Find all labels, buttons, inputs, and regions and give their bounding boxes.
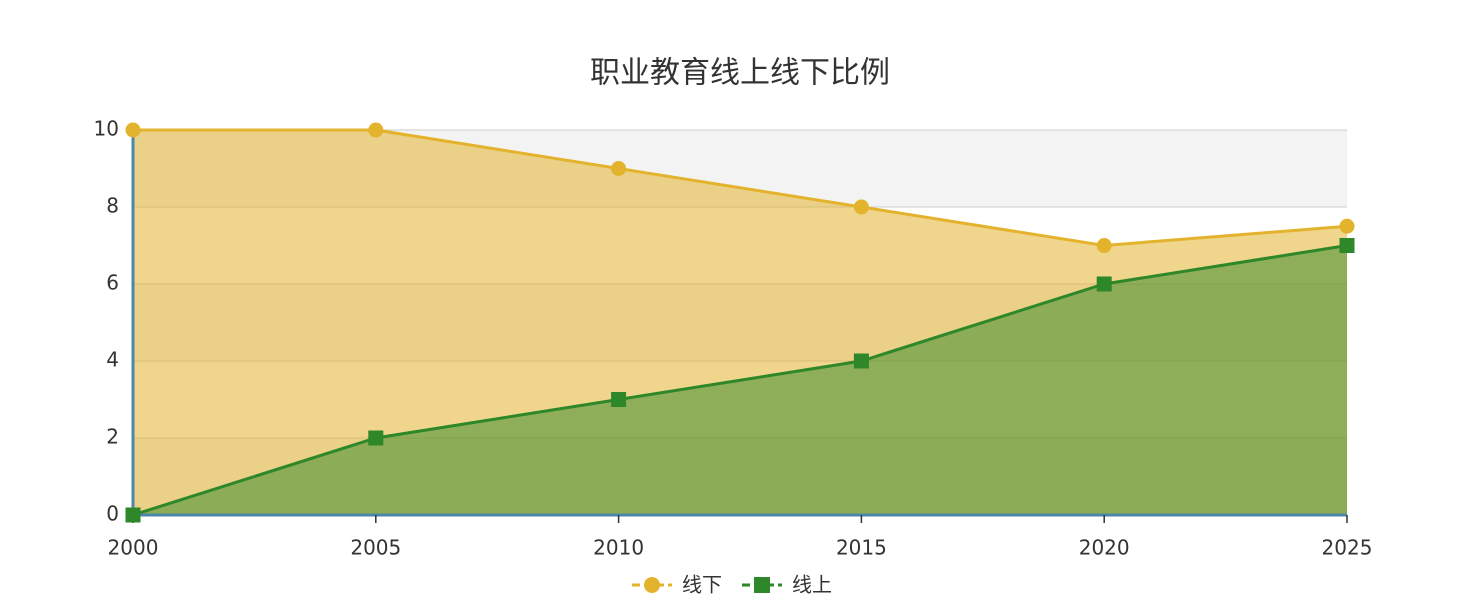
y-tick-label: 8 [106,194,119,218]
point [368,430,384,446]
point [1339,218,1355,234]
legend-icon [754,577,770,593]
point [853,353,869,369]
point [611,161,627,176]
x-tick-label: 2020 [1079,536,1130,560]
y-tick-label: 6 [106,271,119,295]
x-tick-label: 2015 [836,536,887,560]
point [125,507,141,523]
point [368,122,384,138]
y-tick-label: 0 [106,502,119,526]
x-tick-label: 2005 [350,536,401,560]
point [611,392,627,407]
legend-icon [644,577,660,593]
x-tick-label: 2000 [108,536,159,560]
line [133,128,1348,248]
point [1096,276,1112,292]
y-tick-label: 4 [106,348,119,372]
chart-title: 职业教育线上线下比例 [590,56,890,91]
x-tick-label: 2010 [593,536,644,560]
point [1339,238,1355,253]
x-tick-label: 2025 [1322,536,1373,560]
legend-label: 线下 [682,573,722,597]
y-tick-label: 10 [94,117,119,141]
y-tick-label: 2 [106,425,119,449]
legend-label: 线上 [792,573,832,597]
point [125,122,141,138]
point [853,199,869,215]
line [132,244,1348,517]
point [1096,238,1112,253]
